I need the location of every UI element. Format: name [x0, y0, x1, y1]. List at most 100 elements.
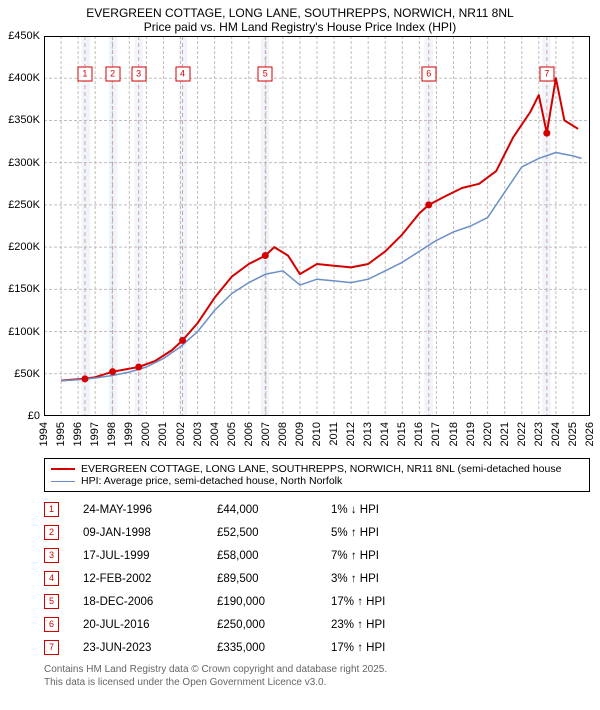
table-row: 5 18-DEC-2006 £190,000 17% ↑ HPI — [44, 594, 590, 609]
table-date: 09-JAN-1998 — [83, 527, 193, 539]
x-tick-label: 1999 — [123, 422, 135, 446]
table-delta: 5% ↑ HPI — [331, 527, 451, 539]
title-line2: Price paid vs. HM Land Registry's House … — [10, 20, 590, 34]
y-tick-label: £100K — [8, 326, 40, 338]
x-tick-label: 2025 — [567, 422, 579, 446]
x-tick-label: 2007 — [260, 422, 272, 446]
table-date: 20-JUL-2016 — [83, 619, 193, 631]
table-price: £44,000 — [217, 504, 307, 516]
table-delta: 17% ↑ HPI — [331, 596, 451, 608]
x-tick-label: 2000 — [140, 422, 152, 446]
table-date: 18-DEC-2006 — [83, 596, 193, 608]
y-tick-label: £150K — [8, 283, 40, 295]
x-tick-label: 2018 — [448, 422, 460, 446]
table-marker: 7 — [44, 640, 59, 655]
table-row: 3 17-JUL-1999 £58,000 7% ↑ HPI — [44, 548, 590, 563]
x-tick-label: 2026 — [584, 422, 596, 446]
table-price: £89,500 — [217, 573, 307, 585]
x-tick-label: 2008 — [277, 422, 289, 446]
table-row: 2 09-JAN-1998 £52,500 5% ↑ HPI — [44, 525, 590, 540]
y-tick-label: £300K — [8, 157, 40, 169]
sale-marker-flag: 1 — [77, 67, 92, 82]
x-tick-label: 1998 — [106, 422, 118, 446]
table-date: 12-FEB-2002 — [83, 573, 193, 585]
x-tick-label: 1994 — [38, 422, 50, 446]
footer-line1: Contains HM Land Registry data © Crown c… — [44, 663, 590, 676]
table-delta: 7% ↑ HPI — [331, 550, 451, 562]
x-tick-label: 2016 — [413, 422, 425, 446]
x-tick-label: 2012 — [345, 422, 357, 446]
x-tick-label: 1995 — [55, 422, 67, 446]
table-date: 24-MAY-1996 — [83, 504, 193, 516]
legend-swatch — [51, 468, 75, 470]
legend-label: HPI: Average price, semi-detached house,… — [81, 475, 342, 487]
table-price: £52,500 — [217, 527, 307, 539]
x-tick-label: 2010 — [311, 422, 323, 446]
x-tick-label: 2003 — [192, 422, 204, 446]
table-date: 23-JUN-2023 — [83, 642, 193, 654]
x-tick-label: 1997 — [89, 422, 101, 446]
x-tick-label: 2013 — [362, 422, 374, 446]
y-tick-label: £0 — [28, 410, 40, 422]
table-row: 1 24-MAY-1996 £44,000 1% ↓ HPI — [44, 502, 590, 517]
x-tick-label: 2002 — [175, 422, 187, 446]
table-marker: 1 — [44, 502, 59, 517]
y-tick-label: £350K — [8, 114, 40, 126]
table-delta: 17% ↑ HPI — [331, 642, 451, 654]
legend-swatch — [51, 481, 75, 482]
y-tick-label: £450K — [8, 30, 40, 42]
table-price: £250,000 — [217, 619, 307, 631]
footer: Contains HM Land Registry data © Crown c… — [44, 663, 590, 689]
x-tick-label: 2021 — [499, 422, 511, 446]
title-block: EVERGREEN COTTAGE, LONG LANE, SOUTHREPPS… — [0, 0, 600, 36]
y-tick-label: £50K — [14, 368, 40, 380]
table-marker: 3 — [44, 548, 59, 563]
table-marker: 2 — [44, 525, 59, 540]
table-marker: 4 — [44, 571, 59, 586]
x-tick-label: 2009 — [294, 422, 306, 446]
sale-marker-flag: 6 — [421, 67, 436, 82]
x-tick-label: 2024 — [550, 422, 562, 446]
x-tick-label: 2005 — [226, 422, 238, 446]
legend-item: EVERGREEN COTTAGE, LONG LANE, SOUTHREPPS… — [51, 463, 583, 475]
sale-marker-flag: 7 — [539, 67, 554, 82]
x-tick-label: 2001 — [157, 422, 169, 446]
x-tick-label: 2006 — [243, 422, 255, 446]
x-tick-label: 2023 — [533, 422, 545, 446]
x-tick-label: 2004 — [209, 422, 221, 446]
table-delta: 3% ↑ HPI — [331, 573, 451, 585]
legend-label: EVERGREEN COTTAGE, LONG LANE, SOUTHREPPS… — [81, 463, 561, 475]
table-delta: 23% ↑ HPI — [331, 619, 451, 631]
table-row: 6 20-JUL-2016 £250,000 23% ↑ HPI — [44, 617, 590, 632]
x-tick-label: 2014 — [379, 422, 391, 446]
legend: EVERGREEN COTTAGE, LONG LANE, SOUTHREPPS… — [44, 458, 590, 492]
x-tick-label: 2015 — [396, 422, 408, 446]
x-tick-label: 2011 — [328, 422, 340, 446]
x-tick-label: 2020 — [482, 422, 494, 446]
y-tick-label: £400K — [8, 72, 40, 84]
sale-marker-flag: 5 — [258, 67, 273, 82]
x-tick-label: 1996 — [72, 422, 84, 446]
y-tick-label: £200K — [8, 241, 40, 253]
footer-line2: This data is licensed under the Open Gov… — [44, 676, 590, 689]
table-row: 4 12-FEB-2002 £89,500 3% ↑ HPI — [44, 571, 590, 586]
table-price: £58,000 — [217, 550, 307, 562]
table-date: 17-JUL-1999 — [83, 550, 193, 562]
sale-marker-flag: 4 — [175, 67, 190, 82]
y-tick-label: £250K — [8, 199, 40, 211]
x-tick-label: 2017 — [430, 422, 442, 446]
legend-item: HPI: Average price, semi-detached house,… — [51, 475, 583, 487]
x-tick-label: 2022 — [516, 422, 528, 446]
title-line1: EVERGREEN COTTAGE, LONG LANE, SOUTHREPPS… — [10, 6, 590, 20]
table-price: £335,000 — [217, 642, 307, 654]
x-tick-label: 2019 — [465, 422, 477, 446]
sale-marker-flag: 3 — [131, 67, 146, 82]
table-marker: 5 — [44, 594, 59, 609]
sale-marker-flag: 2 — [105, 67, 120, 82]
table-row: 7 23-JUN-2023 £335,000 17% ↑ HPI — [44, 640, 590, 655]
sales-table: 1 24-MAY-1996 £44,000 1% ↓ HPI 2 09-JAN-1998 £… — [44, 502, 590, 655]
table-marker: 6 — [44, 617, 59, 632]
table-delta: 1% ↓ HPI — [331, 504, 451, 516]
chart-plot-area: £0£50K£100K£150K£200K£250K£300K£350K£400… — [44, 36, 590, 416]
table-price: £190,000 — [217, 596, 307, 608]
